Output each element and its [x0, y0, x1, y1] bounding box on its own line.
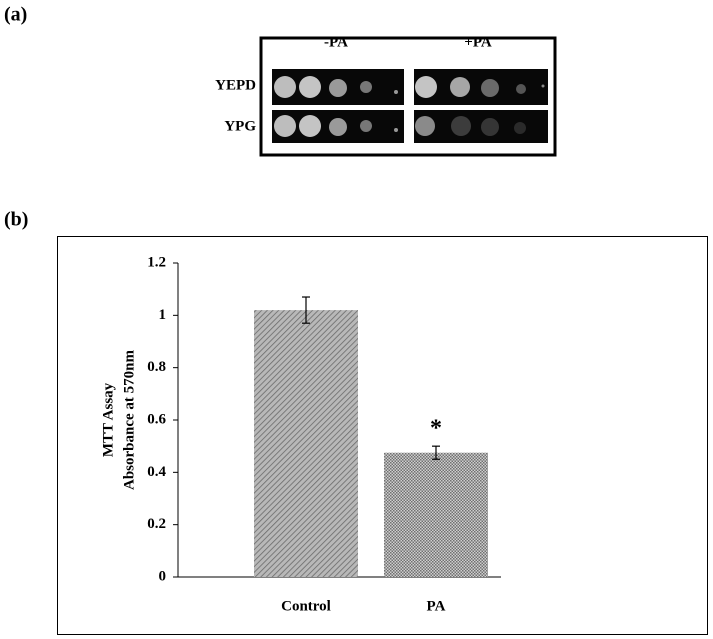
error-bar	[432, 445, 440, 460]
annotation: *	[430, 416, 442, 442]
y-tick-label: 0	[159, 568, 167, 584]
error-bar	[302, 296, 310, 324]
y-axis-title: MTT Assay Absorbance at 570nm	[100, 350, 137, 491]
spot-assay-image	[272, 69, 548, 143]
y-axis-title-line: Absorbance at 570nm	[121, 350, 137, 491]
y-tick-label: 1.2	[147, 254, 166, 270]
y-tick-label: 0.4	[147, 464, 166, 480]
row-label: YPG	[224, 118, 256, 134]
y-tick-label: 0.6	[147, 411, 166, 427]
x-tick-label: Control	[281, 598, 331, 614]
bar	[254, 310, 358, 577]
panel-label: (b)	[4, 209, 28, 231]
panel-label: (a)	[4, 4, 27, 26]
y-tick-label: 0.2	[147, 516, 166, 532]
image-frame	[259, 36, 557, 157]
column-label: -PA	[324, 34, 348, 50]
chart-frame	[57, 236, 708, 635]
row-label: YEPD	[215, 77, 256, 93]
column-label: +PA	[464, 34, 492, 50]
y-tick-label: 0.8	[147, 359, 166, 375]
x-tick-label: PA	[427, 598, 446, 614]
y-axis-title-line: MTT Assay	[100, 382, 116, 457]
bar	[384, 452, 488, 577]
y-tick-label: 1	[159, 307, 167, 323]
